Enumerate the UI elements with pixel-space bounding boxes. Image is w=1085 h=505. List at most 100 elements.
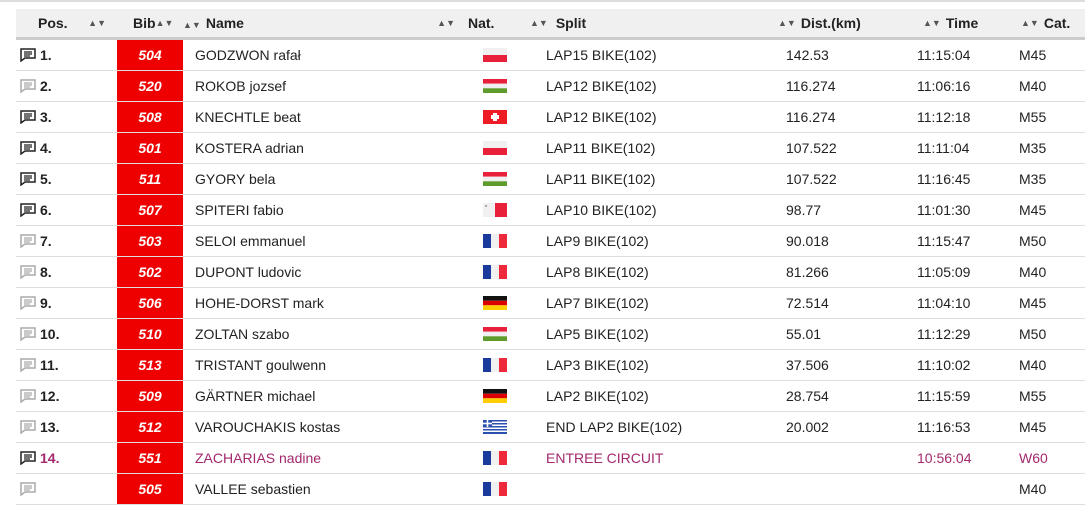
category: M55 — [1019, 388, 1047, 404]
name-cell[interactable]: GYORY bela — [183, 164, 460, 194]
name-cell[interactable]: ZACHARIAS nadine — [183, 443, 460, 473]
athlete-name[interactable]: HOHE-DORST mark — [195, 295, 324, 311]
nat-cell — [460, 195, 530, 225]
athlete-name[interactable]: ZOLTAN szabo — [195, 326, 290, 342]
pos-cell: 8. — [16, 257, 117, 287]
athlete-name[interactable]: SELOI emmanuel — [195, 233, 306, 249]
comment-icon[interactable] — [20, 451, 36, 465]
position: 14. — [40, 450, 60, 466]
header-name[interactable]: ▲▼ Name ▲▼ — [183, 9, 460, 37]
comment-icon[interactable] — [20, 79, 36, 93]
athlete-name[interactable]: TRISTANT goulwenn — [195, 357, 326, 373]
comment-icon[interactable] — [20, 141, 36, 155]
comment-icon[interactable] — [20, 296, 36, 310]
sort-icon[interactable]: ▲▼ — [183, 20, 201, 30]
table-row[interactable]: 9. 506 HOHE-DORST mark LAP7 BIKE(102) 72… — [16, 288, 1085, 319]
table-row[interactable]: 11. 513 TRISTANT goulwenn LAP3 BIKE(102)… — [16, 350, 1085, 381]
table-row[interactable]: 4. 501 KOSTERA adrian LAP11 BIKE(102) 10… — [16, 133, 1085, 164]
header-nat[interactable]: Nat. — [460, 9, 530, 37]
header-split[interactable]: ▲▼ Split — [530, 9, 770, 37]
table-row[interactable]: 7. 503 SELOI emmanuel LAP9 BIKE(102) 90.… — [16, 226, 1085, 257]
comment-icon[interactable] — [20, 203, 36, 217]
comment-icon[interactable] — [20, 327, 36, 341]
header-bib[interactable]: Bib ▲▼ — [117, 9, 183, 37]
sort-icon[interactable]: ▲▼ — [778, 18, 796, 28]
table-row[interactable]: 505 VALLEE sebastien M40 — [16, 474, 1085, 505]
sort-icon[interactable]: ▲▼ — [923, 18, 941, 28]
comment-icon[interactable] — [20, 482, 36, 496]
cat-cell: M40 — [1015, 257, 1085, 287]
comment-icon[interactable] — [20, 265, 36, 279]
table-row[interactable]: 3. 508 KNECHTLE beat LAP12 BIKE(102) 116… — [16, 102, 1085, 133]
dist-cell: 28.754 — [770, 381, 915, 411]
flag-pl-icon — [483, 141, 507, 155]
athlete-name[interactable]: GYORY bela — [195, 171, 276, 187]
name-cell[interactable]: ROKOB jozsef — [183, 71, 460, 101]
name-cell[interactable]: VAROUCHAKIS kostas — [183, 412, 460, 442]
name-cell[interactable]: SELOI emmanuel — [183, 226, 460, 256]
name-cell[interactable]: TRISTANT goulwenn — [183, 350, 460, 380]
name-cell[interactable]: SPITERI fabio — [183, 195, 460, 225]
table-row[interactable]: 6. 507 SPITERI fabio LAP10 BIKE(102) 98.… — [16, 195, 1085, 226]
header-cat[interactable]: ▲▼ Cat. — [1015, 9, 1085, 37]
name-cell[interactable]: KOSTERA adrian — [183, 133, 460, 163]
sort-icon[interactable]: ▲▼ — [1021, 18, 1039, 28]
comment-icon[interactable] — [20, 48, 36, 62]
comment-icon[interactable] — [20, 172, 36, 186]
name-cell[interactable]: GÄRTNER michael — [183, 381, 460, 411]
header-pos[interactable]: Pos. ▲▼ — [16, 9, 117, 37]
bib-number: 503 — [138, 233, 162, 249]
comment-icon[interactable] — [20, 358, 36, 372]
name-cell[interactable]: ZOLTAN szabo — [183, 319, 460, 349]
table-row[interactable]: 1. 504 GODZWON rafał LAP15 BIKE(102) 142… — [16, 40, 1085, 71]
sort-icon[interactable]: ▲▼ — [88, 18, 106, 28]
table-row[interactable]: 10. 510 ZOLTAN szabo LAP5 BIKE(102) 55.0… — [16, 319, 1085, 350]
category: M35 — [1019, 140, 1047, 156]
athlete-name[interactable]: KNECHTLE beat — [195, 109, 301, 125]
athlete-name[interactable]: GODZWON rafał — [195, 47, 301, 63]
sort-icon[interactable]: ▲▼ — [155, 18, 174, 28]
cat-cell: M55 — [1015, 102, 1085, 132]
comment-icon[interactable] — [20, 389, 36, 403]
name-cell[interactable]: DUPONT ludovic — [183, 257, 460, 287]
flag-de-icon — [483, 296, 507, 310]
table-row[interactable]: 13. 512 VAROUCHAKIS kostas END LAP2 BIKE… — [16, 412, 1085, 443]
bib-number: 504 — [138, 47, 162, 63]
time: 11:12:18 — [917, 109, 971, 125]
name-cell[interactable]: GODZWON rafał — [183, 40, 460, 70]
table-row[interactable]: 8. 502 DUPONT ludovic LAP8 BIKE(102) 81.… — [16, 257, 1085, 288]
header-time[interactable]: ▲▼ Time — [915, 9, 1015, 37]
table-row[interactable]: 5. 511 GYORY bela LAP11 BIKE(102) 107.52… — [16, 164, 1085, 195]
position: 6. — [40, 202, 52, 218]
flag-hu-icon — [483, 327, 507, 341]
table-row[interactable]: 12. 509 GÄRTNER michael LAP2 BIKE(102) 2… — [16, 381, 1085, 412]
sort-icon[interactable]: ▲▼ — [530, 18, 548, 28]
comment-icon[interactable] — [20, 234, 36, 248]
athlete-name[interactable]: GÄRTNER michael — [195, 388, 316, 404]
athlete-name[interactable]: VAROUCHAKIS kostas — [195, 419, 341, 435]
distance: 20.002 — [786, 419, 829, 435]
athlete-name[interactable]: SPITERI fabio — [195, 202, 284, 218]
split: LAP15 BIKE(102) — [546, 47, 657, 63]
athlete-name[interactable]: DUPONT ludovic — [195, 264, 302, 280]
name-cell[interactable]: HOHE-DORST mark — [183, 288, 460, 318]
name-cell[interactable]: VALLEE sebastien — [183, 474, 460, 504]
nat-cell — [460, 443, 530, 473]
name-cell[interactable]: KNECHTLE beat — [183, 102, 460, 132]
split: LAP12 BIKE(102) — [546, 78, 657, 94]
comment-icon[interactable] — [20, 110, 36, 124]
athlete-name[interactable]: KOSTERA adrian — [195, 140, 304, 156]
nat-cell — [460, 226, 530, 256]
cat-cell: M35 — [1015, 133, 1085, 163]
position: 9. — [40, 295, 52, 311]
athlete-name[interactable]: ZACHARIAS nadine — [195, 450, 322, 466]
table-row[interactable]: 14. 551 ZACHARIAS nadine ENTREE CIRCUIT … — [16, 443, 1085, 474]
athlete-name[interactable]: ROKOB jozsef — [195, 78, 287, 94]
comment-icon[interactable] — [20, 420, 36, 434]
sort-icon[interactable]: ▲▼ — [437, 18, 455, 28]
nat-cell — [460, 164, 530, 194]
table-row[interactable]: 2. 520 ROKOB jozsef LAP12 BIKE(102) 116.… — [16, 71, 1085, 102]
cat-cell: M40 — [1015, 350, 1085, 380]
athlete-name[interactable]: VALLEE sebastien — [195, 481, 311, 497]
header-dist[interactable]: ▲▼ Dist.(km) — [770, 9, 915, 37]
